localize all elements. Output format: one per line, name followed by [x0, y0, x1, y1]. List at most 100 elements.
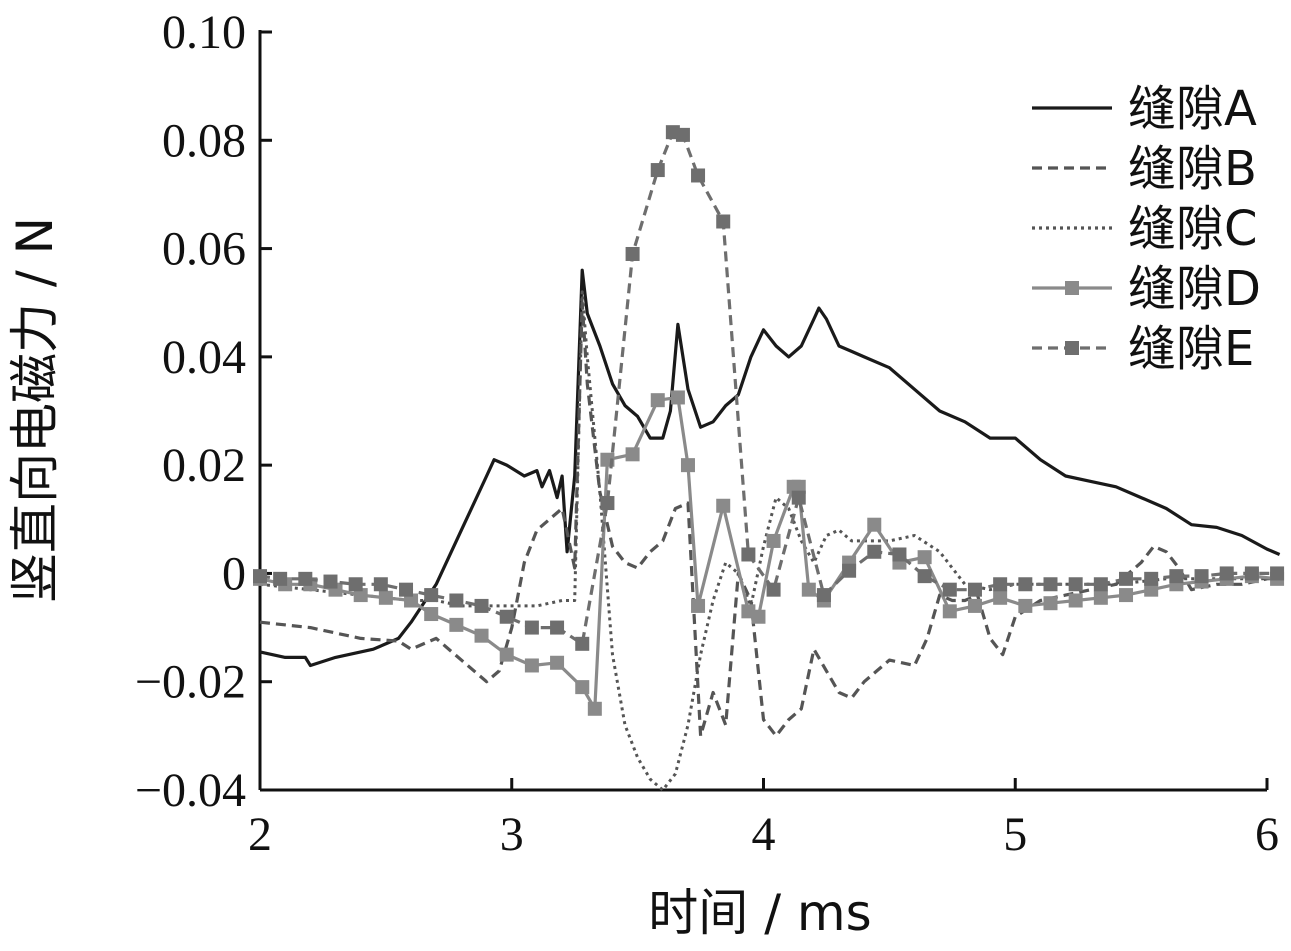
series-5-point	[1169, 569, 1184, 584]
series-4-point	[791, 479, 806, 494]
series-5-point	[625, 246, 640, 261]
y-tick-label: −0.04	[135, 764, 246, 817]
series-4-point	[766, 533, 781, 548]
series-5-point	[867, 544, 882, 559]
legend-marker-4	[1065, 281, 1079, 295]
series-5-point	[499, 609, 514, 624]
series-5-point	[524, 620, 539, 635]
y-tick-label: 0	[222, 547, 246, 600]
series-4-point	[353, 588, 368, 603]
series-5-point	[1068, 577, 1083, 592]
series-4-point	[917, 550, 932, 565]
series-5-point	[791, 490, 806, 505]
series-4-point	[1043, 596, 1058, 611]
y-tick-label: −0.02	[135, 656, 246, 709]
series-5-point	[1270, 566, 1285, 581]
x-tick-label: 5	[1003, 808, 1027, 861]
series-4-point	[550, 655, 565, 670]
series-5-point	[1093, 577, 1108, 592]
series-5-point	[474, 598, 489, 613]
series-4-point	[801, 582, 816, 597]
legend-label-4: 缝隙D	[1128, 261, 1261, 317]
series-5-point	[1119, 571, 1134, 586]
series-5-point	[716, 214, 731, 229]
series-5-point	[1018, 577, 1033, 592]
series-4-point	[716, 498, 731, 513]
series-4-point	[524, 658, 539, 673]
series-5-point	[273, 571, 288, 586]
series-4-point	[670, 390, 685, 405]
series-5-point	[399, 582, 414, 597]
series-5-point	[842, 563, 857, 578]
series-5-point	[942, 582, 957, 597]
y-axis-title: 竖直向电磁力 / N	[6, 217, 64, 603]
y-tick-label: 0.02	[162, 439, 246, 492]
x-tick-label: 3	[500, 808, 524, 861]
series-5-point	[298, 571, 313, 586]
legend-label-2: 缝隙B	[1128, 141, 1257, 197]
series-5-point	[348, 577, 363, 592]
series-4-point	[650, 393, 665, 408]
series-5-point	[600, 496, 615, 511]
x-tick-label: 6	[1255, 808, 1279, 861]
plot-area	[253, 125, 1285, 792]
series-4-point	[680, 458, 695, 473]
series-line-1	[259, 268, 1281, 668]
series-5-point	[993, 577, 1008, 592]
x-axis-title: 时间 / ms	[648, 884, 871, 942]
series-4-point	[751, 609, 766, 624]
legend-marker-5	[1065, 341, 1079, 355]
series-4-point	[942, 604, 957, 619]
series-5-point	[892, 547, 907, 562]
series-5-point	[253, 569, 267, 584]
series-5-point	[1194, 569, 1209, 584]
series-4-point	[691, 598, 706, 613]
series-5-point	[575, 636, 590, 651]
series-4-point	[378, 590, 393, 605]
y-tick-label: 0.04	[162, 331, 246, 384]
series-5-point	[424, 588, 439, 603]
series-5-point	[816, 588, 831, 603]
series-5-point	[323, 574, 338, 589]
legend-label-3: 缝隙C	[1128, 201, 1258, 257]
series-5-point	[741, 547, 756, 562]
series-4-point	[575, 680, 590, 695]
series-5-point	[1219, 566, 1234, 581]
series-4-point	[867, 517, 882, 532]
series-4-point	[424, 607, 439, 622]
series-4-point	[587, 701, 602, 716]
axes: −0.04 −0.02 0 0.02 0.04 0.06 0.08 0.10 2 3 4 5 6	[135, 6, 1279, 861]
series-5-point	[449, 593, 464, 608]
y-tick-label: 0.06	[162, 223, 246, 276]
series-5-point	[373, 577, 388, 592]
y-tick-label: 0.08	[162, 114, 246, 167]
series-4-point	[1018, 598, 1033, 613]
series-4-point	[499, 647, 514, 662]
series-5-point	[1144, 571, 1159, 586]
x-tick-label: 4	[752, 808, 776, 861]
series-4-point	[1093, 590, 1108, 605]
series-4-point	[449, 617, 464, 632]
series-4-point	[404, 593, 419, 608]
series-4-point	[625, 447, 640, 462]
series-line-2	[259, 301, 1280, 738]
series-4-point	[474, 628, 489, 643]
series-5-point	[917, 569, 932, 584]
series-4-point	[993, 590, 1008, 605]
series-4-point	[967, 598, 982, 613]
series-5-point	[691, 168, 706, 183]
series-4-point	[1068, 593, 1083, 608]
y-tick-label: 0.10	[162, 6, 246, 59]
series-5-point	[675, 127, 690, 142]
series-5-point	[1043, 577, 1058, 592]
series-4-point	[1144, 582, 1159, 597]
legend-label-5: 缝隙E	[1128, 321, 1254, 377]
series-5-point	[967, 582, 982, 597]
series-5-point	[1244, 566, 1259, 581]
legend-label-1: 缝隙A	[1128, 81, 1257, 137]
series-4-point	[1119, 588, 1134, 603]
x-tick-label: 2	[248, 808, 272, 861]
series-5-point	[650, 163, 665, 178]
